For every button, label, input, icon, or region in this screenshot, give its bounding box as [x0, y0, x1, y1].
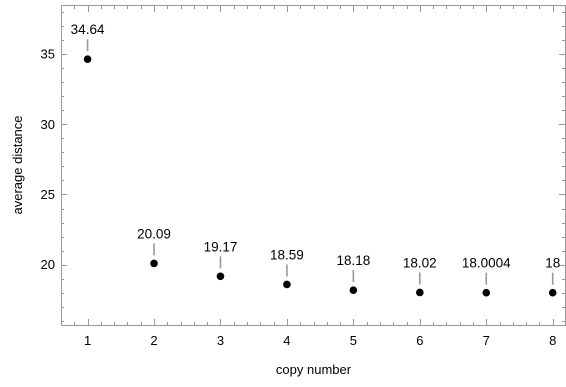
data-label: 18.18: [336, 253, 370, 268]
data-label: 34.64: [71, 22, 105, 37]
data-point: [150, 259, 158, 268]
y-tick-label: 30: [41, 117, 55, 132]
y-axis-title: average distance: [10, 115, 25, 214]
data-point: [349, 286, 358, 294]
data-point: [83, 55, 92, 63]
plot-frame: [61, 5, 566, 326]
x-tick-label: 6: [416, 333, 423, 348]
data-label: 19.17: [204, 239, 238, 254]
data-point: [548, 288, 557, 297]
data-point: [283, 280, 291, 289]
y-tick-label: 35: [41, 47, 55, 62]
data-label-callouts: [86, 39, 554, 285]
x-tick-label: 3: [217, 333, 224, 348]
data-point: [216, 272, 225, 281]
data-label: 18.02: [403, 255, 437, 270]
x-axis-title: copy number: [276, 362, 352, 377]
x-tick-label: 7: [483, 333, 490, 348]
x-tick-label: 5: [350, 333, 357, 348]
data-label: 18: [545, 256, 560, 271]
x-axis: 1 2 3 4 5 6 7 8: [84, 6, 556, 348]
minor-ticks: [61, 6, 565, 325]
y-axis: 20 25 30 35: [41, 47, 565, 272]
x-tick-label: 4: [283, 333, 290, 348]
data-point: [482, 288, 491, 297]
data-label: 18.59: [270, 247, 304, 262]
data-label: 18.0004: [462, 256, 511, 271]
data-point: [416, 288, 424, 297]
data-labels: 34.64 20.09 19.17 18.59 18.18 18.02 18.0004 18: [71, 22, 561, 271]
x-tick-label: 8: [549, 333, 556, 348]
x-tick-label: 2: [150, 333, 157, 348]
y-tick-label: 20: [41, 257, 55, 272]
data-label: 20.09: [137, 226, 171, 241]
data-points: [83, 55, 557, 297]
y-tick-label: 25: [41, 187, 55, 202]
x-tick-label: 1: [84, 333, 91, 348]
